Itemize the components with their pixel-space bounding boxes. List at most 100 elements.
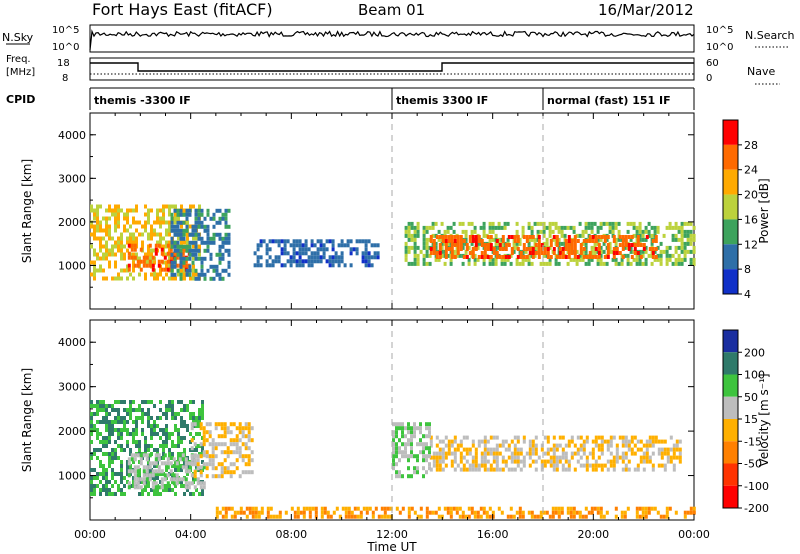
heatmap-cell — [105, 232, 108, 237]
heatmap-cell — [329, 514, 333, 519]
heatmap-cell — [686, 241, 690, 246]
heatmap-cell — [677, 229, 681, 234]
heatmap-cell — [206, 248, 210, 253]
heatmap-cell — [507, 255, 511, 259]
heatmap-cell — [495, 459, 499, 464]
heatmap-cell — [599, 225, 603, 230]
heatmap-cell — [370, 255, 374, 260]
heatmap-cell — [485, 510, 489, 515]
heatmap-cell — [93, 208, 96, 213]
heatmap-cell — [524, 249, 528, 254]
heatmap-cell — [180, 440, 183, 444]
heatmap-cell — [551, 510, 555, 515]
heatmap-cell — [510, 251, 514, 255]
heatmap-cell — [247, 446, 251, 451]
heatmap-cell — [221, 268, 225, 273]
heatmap-cell — [349, 239, 353, 244]
heatmap-cell — [371, 510, 375, 515]
power-ylabel: Slant Range [km] — [20, 159, 34, 263]
heatmap-cell — [425, 446, 428, 451]
heatmap-cell — [507, 243, 511, 247]
colorbar-swatch — [723, 419, 738, 442]
heatmap-cell — [93, 212, 96, 217]
heatmap-cell — [174, 412, 177, 416]
heatmap-cell — [428, 261, 432, 266]
heatmap-cell — [108, 420, 111, 424]
heatmap-cell — [144, 272, 147, 277]
heatmap-cell — [194, 252, 198, 257]
heatmap-cell — [594, 239, 598, 243]
heatmap-cell — [534, 243, 538, 247]
nsky-tick-top: 10^5 — [52, 25, 79, 36]
heatmap-cell — [160, 481, 164, 486]
heatmap-cell — [548, 261, 552, 266]
heatmap-cell — [214, 422, 218, 427]
heatmap-cell — [202, 465, 206, 470]
heatmap-cell — [474, 235, 478, 239]
heatmap-cell — [120, 208, 123, 213]
heatmap-cell — [194, 216, 198, 221]
heatmap-cell — [570, 243, 574, 247]
heatmap-cell — [453, 435, 457, 440]
heatmap-cell — [197, 248, 201, 253]
heatmap-cell — [176, 248, 180, 253]
heatmap-cell — [175, 255, 179, 260]
heatmap-cell — [129, 448, 132, 452]
heatmap-cell — [500, 257, 504, 262]
heatmap-cell — [126, 472, 129, 476]
heatmap-cell — [194, 248, 198, 253]
heatmap-cell — [567, 463, 571, 468]
heatmap-cell — [177, 236, 180, 241]
heatmap-cell — [162, 220, 165, 225]
heatmap-cell — [223, 470, 227, 475]
heatmap-cell — [425, 229, 429, 234]
heatmap-cell — [585, 435, 589, 440]
heatmap-cell — [404, 454, 407, 459]
heatmap-cell — [175, 461, 179, 466]
heatmap-cell — [93, 232, 96, 237]
heatmap-cell — [335, 506, 339, 511]
heatmap-cell — [483, 443, 487, 448]
heatmap-cell — [642, 455, 646, 460]
heatmap-cell — [165, 416, 168, 420]
heatmap-cell — [183, 424, 186, 428]
heatmap-cell — [498, 451, 502, 456]
heatmap-cell — [638, 237, 642, 242]
heatmap-cell — [179, 212, 183, 217]
heatmap-cell — [193, 442, 197, 447]
heatmap-cell — [489, 463, 493, 468]
heatmap-cell — [147, 252, 150, 257]
heatmap-cell — [141, 492, 144, 496]
heatmap-cell — [135, 420, 138, 424]
heatmap-cell — [111, 408, 114, 412]
heatmap-cell — [168, 208, 171, 213]
heatmap-cell — [552, 467, 556, 472]
heatmap-cell — [504, 255, 508, 259]
heatmap-cell — [567, 235, 571, 239]
heatmap-cell — [407, 221, 411, 226]
heatmap-cell — [425, 470, 428, 475]
heatmap-cell — [425, 434, 428, 439]
heatmap-cell — [576, 255, 580, 259]
heatmap-cell — [465, 447, 469, 452]
heatmap-cell — [114, 216, 117, 221]
heatmap-cell — [437, 257, 441, 262]
heatmap-cell — [120, 244, 123, 249]
heatmap-cell — [111, 468, 114, 472]
heatmap-cell — [612, 459, 616, 464]
heatmap-cell — [93, 484, 96, 488]
heatmap-cell — [174, 468, 177, 472]
heatmap-cell — [683, 514, 687, 519]
heatmap-cell — [120, 468, 123, 472]
heatmap-cell — [230, 514, 234, 519]
heatmap-cell — [256, 255, 260, 260]
heatmap-cell — [221, 216, 225, 221]
heatmap-cell — [174, 276, 177, 281]
heatmap-cell — [201, 400, 204, 404]
heatmap-cell — [165, 436, 168, 440]
heatmap-cell — [331, 243, 335, 248]
heatmap-cell — [310, 239, 314, 244]
heatmap-cell — [467, 261, 471, 266]
heatmap-cell — [196, 458, 200, 463]
heatmap-cell — [539, 229, 543, 234]
